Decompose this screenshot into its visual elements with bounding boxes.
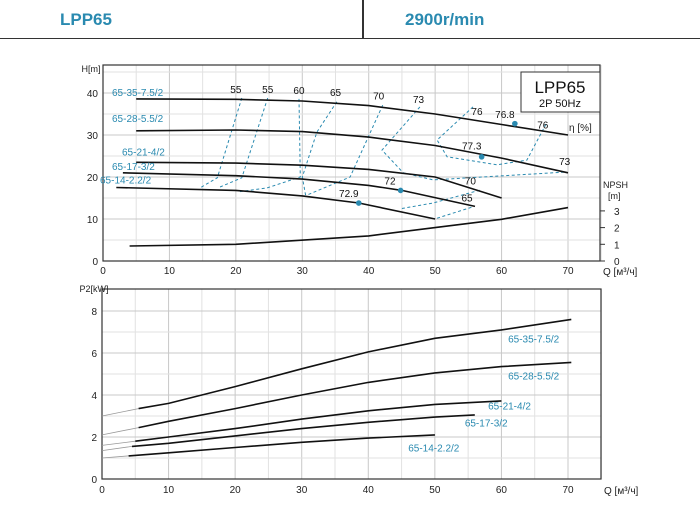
efficiency-label: 76.8	[495, 110, 515, 121]
y-tick-label: 0	[91, 475, 97, 486]
efficiency-label: 55	[262, 85, 274, 96]
x-tick-label: 40	[363, 266, 375, 277]
power-curve-65-21-4/2	[135, 400, 502, 442]
chart-subtitle: 2P 50Hz	[539, 98, 581, 110]
model-title: LPP65	[60, 10, 112, 29]
plot-frame-bottom	[101, 288, 602, 480]
best-efficiency-point	[397, 187, 404, 194]
efficiency-contour-65	[301, 101, 338, 196]
npsh-curve	[129, 206, 569, 247]
x-tick-label: 30	[296, 485, 308, 496]
chart-title: LPP65	[534, 78, 585, 97]
head-curve-label: 65-14-2.2/2	[100, 176, 152, 187]
y2-tick-label: 1	[614, 240, 620, 251]
y-tick-label: 2	[91, 433, 97, 444]
y-axis-label: H[m]	[82, 64, 101, 74]
best-efficiency-point	[355, 200, 362, 206]
y-tick-label: 0	[92, 257, 98, 268]
power-curve-65-14-2.2/2	[128, 434, 435, 457]
power-curve-65-35-7.5/2	[138, 318, 572, 410]
x-tick-label: 70	[562, 485, 574, 496]
efficiency-contour-55	[199, 97, 243, 189]
x-tick-label: 40	[363, 485, 375, 496]
y-axis-label: P2[kW]	[79, 284, 108, 294]
best-efficiency-point	[478, 154, 485, 160]
x-axis-label: Q [м³/ч]	[603, 267, 638, 278]
x-tick-label: 50	[429, 485, 441, 496]
x-tick-label: 20	[230, 266, 242, 277]
head-curve-65-28-5.5/2	[136, 129, 569, 174]
efficiency-label: 70	[465, 177, 477, 188]
y-tick-label: 4	[91, 391, 97, 402]
efficiency-label: 65	[461, 193, 473, 204]
y-tick-label: 30	[87, 131, 99, 142]
efficiency-label: 77.3	[462, 141, 482, 152]
y-tick-label: 6	[91, 349, 97, 360]
y-tick-label: 8	[91, 307, 97, 318]
power-curve-extension	[101, 408, 139, 417]
plot-frame-top	[102, 64, 601, 262]
efficiency-label: 73	[559, 157, 571, 168]
power-curve-label: 65-14-2.2/2	[408, 444, 460, 455]
y2-axis-label: NPSH	[603, 180, 628, 190]
head-curve-label: 65-28-5.5/2	[112, 114, 164, 125]
efficiency-label: 72.9	[339, 189, 359, 200]
best-efficiency-point	[512, 120, 518, 127]
efficiency-contour-65	[436, 206, 474, 219]
x-axis-label: Q [м³/ч]	[604, 486, 639, 497]
y2-tick-label: 0	[614, 257, 620, 268]
power-curve-65-17-3/2	[131, 414, 475, 448]
head-curve-65-17-3/2	[122, 172, 476, 208]
efficiency-contour-55	[217, 97, 269, 189]
power-curve-extension	[101, 455, 129, 459]
x-tick-label: 30	[297, 266, 309, 277]
x-tick-label: 70	[562, 266, 574, 277]
power-curve-label: 65-28-5.5/2	[508, 371, 560, 382]
efficiency-label: 65	[330, 88, 342, 99]
efficiency-label: 76	[537, 120, 549, 131]
header-bar: LPP65 2900r/min	[0, 0, 700, 39]
head-curve-label: 65-21-4/2	[122, 147, 165, 158]
y2-tick-label: 2	[614, 224, 620, 235]
y2-tick-label: 3	[614, 207, 620, 218]
y2-axis-unit: [m]	[608, 191, 621, 201]
efficiency-contour-76	[436, 106, 548, 166]
header-divider	[362, 0, 364, 38]
head-curve-65-14-2.2/2	[116, 186, 436, 220]
x-tick-label: 50	[430, 266, 442, 277]
x-tick-label: 0	[99, 485, 105, 496]
y-tick-label: 20	[87, 173, 99, 184]
efficiency-label: 73	[413, 95, 425, 106]
power-curve-label: 65-17-3/2	[465, 419, 508, 430]
efficiency-label: 60	[293, 86, 305, 97]
x-tick-label: 60	[496, 266, 508, 277]
eta-label: η [%]	[569, 123, 592, 134]
x-tick-label: 10	[164, 266, 176, 277]
power-curve-extension	[101, 440, 136, 446]
efficiency-label: 70	[373, 91, 385, 102]
x-tick-label: 0	[100, 266, 106, 277]
y-tick-label: 40	[87, 89, 99, 100]
efficiency-label: 76	[471, 107, 483, 118]
head-curve-label: 65-35-7.5/2	[112, 88, 164, 99]
x-tick-label: 60	[496, 485, 508, 496]
x-tick-label: 10	[163, 485, 175, 496]
head-curve-65-21-4/2	[136, 161, 502, 199]
power-curve-label: 65-35-7.5/2	[508, 335, 560, 346]
speed-title: 2900r/min	[405, 10, 485, 29]
efficiency-contour-70	[306, 104, 384, 196]
efficiency-label: 72	[384, 177, 396, 188]
head-curve-65-35-7.5/2	[136, 98, 569, 136]
head-curve-label: 65-17-3/2	[112, 162, 155, 173]
efficiency-label: 55	[230, 85, 242, 96]
x-tick-label: 20	[230, 485, 242, 496]
legend-box	[520, 71, 601, 113]
efficiency-contour-60	[239, 98, 301, 193]
power-curve-65-28-5.5/2	[138, 361, 572, 429]
power-curve-extension	[101, 427, 139, 436]
y-tick-label: 10	[87, 215, 99, 226]
power-curve-extension	[101, 446, 133, 451]
power-curve-label: 65-21-4/2	[488, 402, 531, 413]
